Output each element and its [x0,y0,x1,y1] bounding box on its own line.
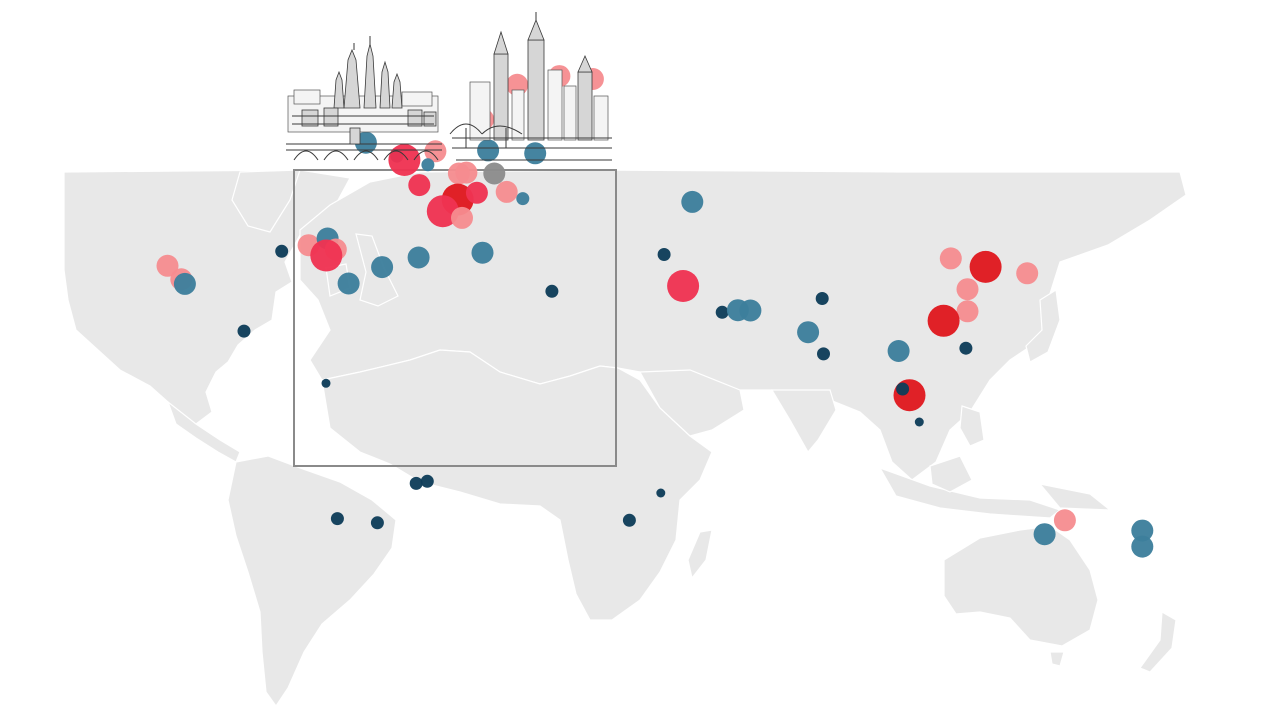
city-marker-europe-39[interactable] [471,241,494,264]
city-marker-middle-east-africa-42[interactable] [657,248,671,261]
land-tasmania [1049,651,1065,667]
city-marker-europe-23[interactable] [421,158,435,172]
city-marker-south-america-13[interactable] [370,516,384,530]
land-indonesia [878,466,1062,519]
city-marker-north-america-0[interactable] [156,254,179,277]
city-marker-europe-29[interactable] [483,162,506,185]
city-marker-south-america-12[interactable] [330,512,344,526]
city-marker-asia-pacific-51[interactable] [817,347,830,361]
city-marker-asia-pacific-53[interactable] [969,250,1002,283]
city-marker-middle-east-africa-41[interactable] [681,190,704,213]
city-marker-europe-34[interactable] [426,195,459,228]
city-marker-middle-east-africa-43[interactable] [667,270,700,302]
city-marker-europe-32[interactable] [495,180,518,203]
city-marker-south-america-11[interactable] [420,474,434,488]
city-marker-asia-pacific-56[interactable] [956,300,979,323]
city-marker-asia-pacific-52[interactable] [939,247,962,270]
land-africa [321,349,713,621]
city-marker-asia-pacific-54[interactable] [1016,262,1039,285]
city-marker-europe-28[interactable] [455,161,478,184]
city-marker-asia-pacific-55[interactable] [956,278,979,301]
city-marker-europe-37[interactable] [371,256,394,279]
new-york-skyline-sketch-icon [449,12,612,161]
city-marker-europe-38[interactable] [337,272,360,295]
city-marker-north-america-3[interactable] [275,244,289,258]
city-marker-europe-24[interactable] [477,139,500,162]
land-new-guinea [1038,483,1112,511]
city-marker-asia-pacific-64[interactable] [1033,523,1056,546]
city-marker-asia-pacific-66[interactable] [1131,535,1154,558]
city-marker-europe-21[interactable] [388,144,421,176]
city-markers [156,65,1154,558]
city-marker-north-america-2[interactable] [173,272,196,295]
city-marker-europe-26[interactable] [408,174,431,197]
city-marker-asia-pacific-65[interactable] [1131,519,1154,542]
land-madagascar [687,529,713,580]
city-marker-europe-40[interactable] [545,284,559,298]
city-marker-north-america-8[interactable] [237,324,251,338]
city-marker-asia-pacific-60[interactable] [893,379,926,412]
city-marker-middle-east-africa-44[interactable] [715,305,729,319]
city-marker-middle-east-africa-47[interactable] [656,488,666,498]
landmasses [63,169,1187,708]
land-north-america [63,169,351,425]
land-india [770,389,837,454]
prague-castle-sketch-icon [286,36,442,161]
city-marker-europe-31[interactable] [465,181,488,204]
city-marker-asia-pacific-49[interactable] [815,292,829,305]
land-arabia [639,369,745,437]
land-philippines [959,405,985,447]
city-marker-south-america-10[interactable] [409,476,423,490]
land-borneo [929,455,973,493]
city-marker-europe-22[interactable] [424,140,447,163]
city-marker-asia-pacific-63[interactable] [1053,509,1076,532]
city-marker-europe-33[interactable] [516,192,530,206]
city-marker-asia-pacific-59[interactable] [887,340,910,362]
city-marker-asia-pacific-62[interactable] [914,417,924,427]
city-marker-europe-35[interactable] [451,206,473,229]
city-marker-north-america-7[interactable] [310,239,343,272]
land-japan [1025,288,1061,363]
land-new-zealand [1139,611,1177,673]
land-australia [943,525,1099,647]
city-marker-asia-pacific-57[interactable] [927,304,960,337]
city-marker-south-america-9[interactable] [321,378,331,388]
city-marker-europe-36[interactable] [407,246,430,269]
city-marker-middle-east-africa-46[interactable] [739,299,762,322]
city-marker-asia-pacific-50[interactable] [797,321,820,344]
land-south-america [227,455,397,708]
city-marker-asia-pacific-58[interactable] [959,341,973,355]
city-marker-middle-east-africa-48[interactable] [622,513,636,527]
city-marker-asia-pacific-61[interactable] [896,382,910,396]
